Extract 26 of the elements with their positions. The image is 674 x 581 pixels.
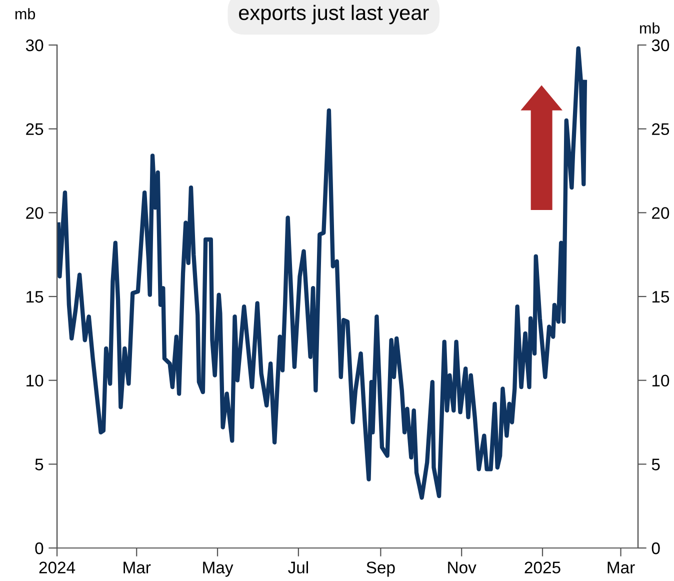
y2-tick-label: 0: [652, 542, 660, 554]
y2-tick-label: 30: [652, 39, 670, 52]
x-tick-label: Mar: [124, 562, 151, 574]
y2-tick-label: 25: [652, 123, 670, 136]
chart-title: exports just last year: [238, 4, 429, 24]
y2-tick-label: 10: [652, 374, 670, 387]
y-tick-label: 5: [35, 458, 44, 470]
x-tick-label: 2024: [39, 562, 76, 574]
y-tick-label: 20: [26, 207, 44, 219]
y-tick-label: 15: [26, 291, 44, 303]
line-series: [57, 46, 588, 500]
x-tick-label: Nov: [448, 562, 476, 574]
y-tick-label: 30: [26, 39, 44, 52]
y-axis-title: mb: [15, 8, 36, 20]
y-tick-label: 25: [26, 123, 44, 136]
x-tick-label: Mar: [608, 562, 635, 574]
y-tick-label: 10: [26, 374, 44, 387]
y-tick-label: 0: [35, 542, 44, 554]
y2-tick-label: 15: [652, 291, 670, 303]
y2-tick-label: 20: [652, 207, 670, 219]
x-tick-label: 2025: [524, 562, 560, 574]
y2-tick-label: 5: [652, 458, 660, 470]
x-tick-label: Jul: [288, 561, 308, 574]
y2-axis-title: mb: [640, 22, 660, 34]
x-tick-label: May: [203, 562, 234, 577]
x-tick-label: Sep: [366, 562, 395, 577]
